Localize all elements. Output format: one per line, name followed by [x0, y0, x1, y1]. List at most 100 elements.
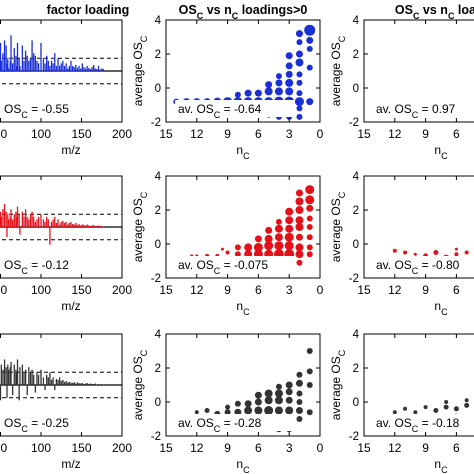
- x-tick-label: 6: [255, 283, 262, 297]
- y-tick-label: 4: [353, 15, 360, 27]
- annotation: OSC = -0.12: [4, 258, 69, 276]
- scatter-point: [296, 416, 303, 422]
- scatter-point: [204, 408, 210, 413]
- y-tick-label: -2: [151, 431, 161, 443]
- scatter-point: [254, 391, 262, 399]
- scatter-point: [295, 58, 304, 67]
- scatter-point: [413, 252, 417, 256]
- scatter-point: [254, 89, 262, 97]
- y-tick-label: -2: [349, 431, 359, 443]
- scatter-point: [254, 235, 262, 243]
- scatter-point: [296, 39, 303, 46]
- scatter-point: [234, 400, 241, 407]
- x-tick-label: 12: [388, 441, 402, 455]
- x-tick-label: 0: [317, 441, 324, 455]
- scatter-point: [306, 224, 313, 230]
- x-tick-label: 0: [317, 283, 324, 297]
- x-tick-label: 9: [224, 441, 231, 455]
- scatter-point: [306, 64, 313, 71]
- scatter-point: [234, 251, 241, 258]
- annotation-bg: [1, 100, 79, 117]
- scatter-point: [295, 223, 304, 231]
- y-tick-label: 4: [155, 15, 162, 27]
- axis-frame: [363, 333, 474, 437]
- scatter-point: [464, 398, 469, 403]
- x-axis-label: m/z: [61, 299, 80, 313]
- annotation: av. OSC = -0.80: [376, 258, 460, 276]
- scatter-point: [265, 81, 273, 89]
- scatter-point: [296, 90, 303, 97]
- panel-loading-red: 50 100 150 200 OSC = -0.12 m/z: [0, 175, 132, 313]
- panel-title: OSC vs nC loadi: [395, 3, 474, 21]
- scatter-point: [433, 250, 439, 255]
- annotation-bg: [175, 100, 295, 117]
- y-tick-label: 0: [353, 397, 359, 409]
- scatter-point: [274, 389, 283, 398]
- scatter-point: [306, 368, 313, 375]
- x-tick-label: 150: [71, 283, 91, 297]
- x-tick-label: 9: [224, 127, 231, 141]
- scatter-point: [284, 232, 294, 242]
- scatter-point: [305, 195, 315, 205]
- x-tick-label: 200: [112, 283, 132, 297]
- scatter-point: [244, 89, 252, 97]
- scatter-point: [306, 98, 314, 106]
- x-tick-label: 12: [190, 283, 204, 297]
- x-tick-label: 12: [190, 441, 204, 455]
- x-tick-label: 50: [0, 441, 7, 455]
- x-tick-label: 3: [286, 283, 293, 297]
- axis-frame: [363, 19, 474, 123]
- y-tick-label: 0: [155, 239, 161, 251]
- scatter-point: [275, 79, 283, 87]
- annotation-bg: [373, 414, 474, 431]
- y-tick-label: 4: [155, 329, 162, 341]
- x-tick-label: 6: [255, 441, 262, 455]
- y-tick-label: -2: [349, 117, 359, 129]
- scatter-point: [306, 409, 313, 416]
- scatter-point: [295, 50, 303, 58]
- scatter-point: [296, 259, 303, 266]
- scatter-point: [306, 244, 313, 251]
- scatter-point: [225, 404, 231, 410]
- annotation-bg: [373, 256, 474, 273]
- axis-frame: [363, 175, 474, 279]
- scatter-point: [296, 390, 303, 397]
- scatter-point: [285, 70, 293, 78]
- y-tick-label: 4: [155, 171, 162, 183]
- x-tick-label: 100: [31, 441, 51, 455]
- x-tick-label: 12: [388, 127, 402, 141]
- x-tick-label: 3: [286, 127, 293, 141]
- scatter-point: [464, 250, 469, 255]
- scatter-point: [285, 52, 293, 60]
- x-tick-label: 50: [0, 283, 7, 297]
- scatter-point: [433, 408, 439, 413]
- x-tick-label: 0: [317, 127, 324, 141]
- scatter-point: [304, 24, 316, 36]
- y-tick-label: 2: [353, 205, 359, 217]
- annotation: av. OSC = -0.28: [178, 416, 262, 434]
- scatter-point: [285, 388, 293, 396]
- y-tick-label: 2: [155, 205, 161, 217]
- scatter-point: [306, 36, 314, 44]
- scatter-point: [274, 87, 283, 96]
- panel-loading-blue: 50 100 150 200 OSC = -0.55 m/z factor loading: [0, 3, 132, 157]
- scatter-point: [275, 383, 282, 390]
- scatter-point: [220, 247, 224, 251]
- axis-frame: [165, 175, 321, 279]
- y-tick-label: 4: [353, 329, 360, 341]
- scatter-point: [306, 251, 313, 258]
- scatter-point: [295, 206, 304, 214]
- scatter-point: [413, 410, 418, 415]
- annotation: av. OSC = -0.18: [376, 416, 460, 434]
- scatter-point: [274, 241, 284, 251]
- annotation-bg: [175, 256, 295, 273]
- panel-loading-black: 50 100 150 200 OSC = -0.25 m/z: [0, 333, 132, 471]
- scatter-point: [253, 242, 263, 252]
- scatter-point: [306, 45, 313, 52]
- scatter-point: [295, 216, 304, 225]
- scatter-point: [244, 406, 253, 415]
- x-tick-label: 15: [357, 127, 371, 141]
- scatter-point: [296, 113, 303, 120]
